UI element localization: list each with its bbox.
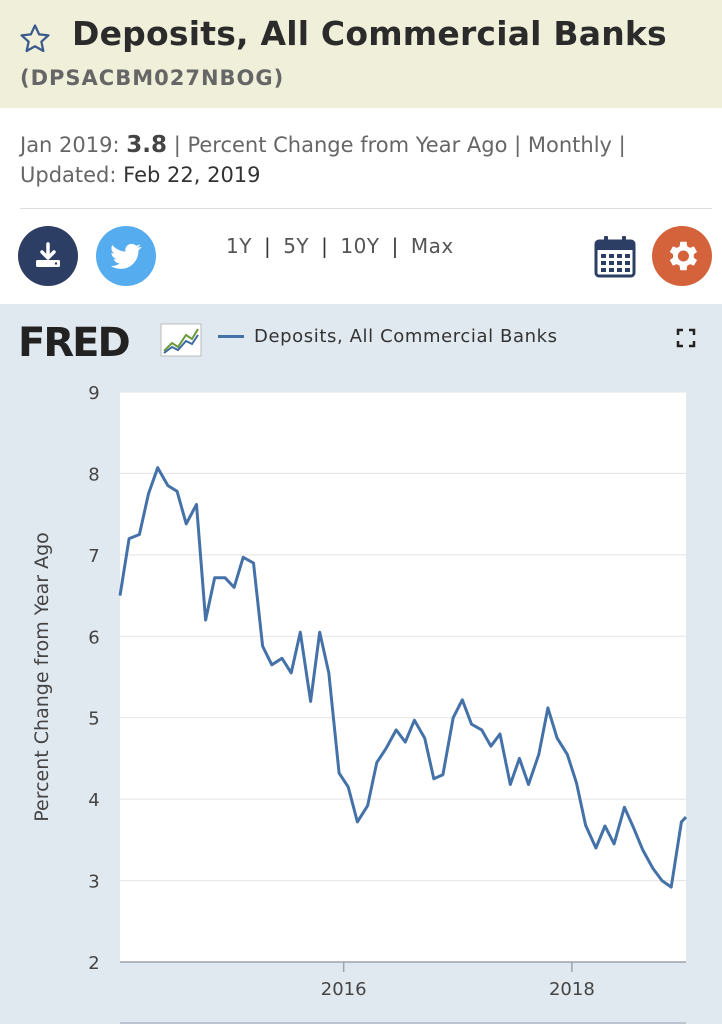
- x-tick-label: 2018: [549, 979, 595, 1000]
- calendar-icon[interactable]: [594, 234, 636, 278]
- twitter-bird-icon: [111, 243, 142, 269]
- settings-button[interactable]: [652, 226, 712, 286]
- download-button[interactable]: [18, 226, 78, 286]
- y-tick-label: 8: [88, 464, 99, 485]
- latest-value: 3.8: [126, 132, 168, 158]
- legend-label: Deposits, All Commercial Banks: [254, 326, 558, 347]
- date-label: Jan 2019:: [20, 133, 120, 157]
- header-bar: Deposits, All Commercial Banks (DPSACBM0…: [0, 0, 722, 108]
- range-separator: |: [263, 234, 272, 258]
- y-tick-label: 9: [88, 383, 99, 404]
- divider: [20, 208, 712, 209]
- y-tick-label: 6: [88, 627, 99, 648]
- updated-date: Feb 22, 2019: [123, 163, 261, 187]
- range-separator: |: [391, 234, 399, 258]
- y-tick-label: 2: [88, 953, 99, 974]
- units-label: | Percent Change from Year Ago | Monthly…: [173, 133, 626, 157]
- x-tick-label: 2016: [321, 979, 367, 1000]
- line-chart: 2 3 4 5 6 7 8 9 2016 2018 Percent Change from Year…: [31, 383, 688, 1024]
- fred-chart-logo-icon: [160, 323, 202, 357]
- range-10y[interactable]: 10Y: [340, 234, 380, 258]
- download-icon: [36, 242, 60, 267]
- fullscreen-icon[interactable]: [676, 328, 696, 348]
- star-icon[interactable]: [18, 22, 52, 56]
- chart-legend: Deposits, All Commercial Banks: [218, 326, 558, 347]
- y-tick-label: 3: [88, 872, 99, 893]
- range-selector: 1Y | 5Y | 10Y | Max: [226, 234, 454, 258]
- series-line: [118, 466, 688, 889]
- gear-icon: [669, 241, 698, 271]
- range-max[interactable]: Max: [410, 234, 454, 258]
- legend-swatch: [218, 335, 244, 338]
- fred-logo[interactable]: FRED: [18, 320, 131, 366]
- range-1y[interactable]: 1Y: [226, 234, 252, 258]
- navigator-strip: [120, 1022, 686, 1024]
- y-tick-label: 4: [88, 790, 99, 811]
- series-id: (DPSACBM027NBOG): [20, 66, 285, 90]
- range-5y[interactable]: 5Y: [283, 234, 310, 258]
- twitter-share-button[interactable]: [96, 226, 156, 286]
- plot-area: [120, 392, 686, 962]
- series-info: Jan 2019: 3.8 | Percent Change from Year…: [20, 130, 700, 190]
- range-separator: |: [321, 234, 329, 258]
- updated-label: Updated:: [20, 163, 117, 187]
- page-title: Deposits, All Commercial Banks: [72, 14, 667, 53]
- y-tick-label: 5: [88, 709, 99, 730]
- y-tick-label: 7: [88, 546, 99, 567]
- y-axis-label: Percent Change from Year Ago: [31, 532, 53, 822]
